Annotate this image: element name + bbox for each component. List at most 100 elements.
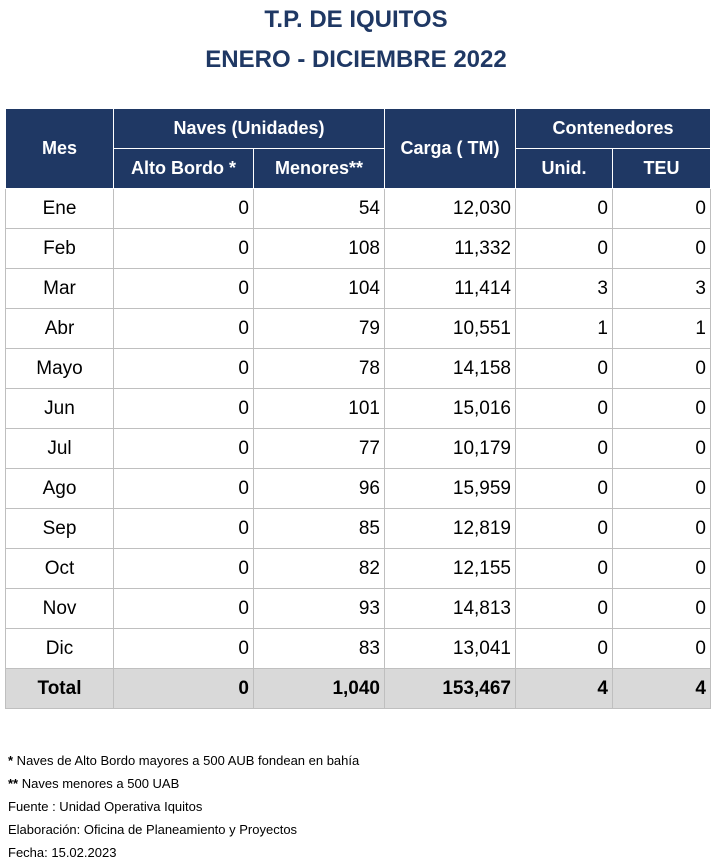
table-row: Oct 0 82 12,155 0 0 bbox=[5, 548, 711, 589]
note-text: Naves de Alto Bordo mayores a 500 AUB fo… bbox=[13, 753, 360, 768]
cell-alto-bordo: 0 bbox=[113, 268, 254, 309]
cell-menores: 85 bbox=[253, 508, 385, 549]
table-row: Feb 0 108 11,332 0 0 bbox=[5, 228, 711, 269]
table-row: Ene 0 54 12,030 0 0 bbox=[5, 188, 711, 229]
cell-unid: 0 bbox=[515, 348, 613, 389]
table-row: Mar 0 104 11,414 3 3 bbox=[5, 268, 711, 309]
cell-unid: 0 bbox=[515, 188, 613, 229]
cell-menores: 82 bbox=[253, 548, 385, 589]
cell-mes: Nov bbox=[5, 588, 114, 629]
cell-teu: 0 bbox=[612, 548, 711, 589]
note-alto-bordo: * Naves de Alto Bordo mayores a 500 AUB … bbox=[8, 749, 359, 772]
cell-unid: 4 bbox=[515, 668, 613, 709]
cell-carga: 11,414 bbox=[384, 268, 516, 309]
table-row: Abr 0 79 10,551 1 1 bbox=[5, 308, 711, 349]
cell-mes: Sep bbox=[5, 508, 114, 549]
cell-menores: 101 bbox=[253, 388, 385, 429]
cell-teu: 0 bbox=[612, 468, 711, 509]
cell-teu: 0 bbox=[612, 388, 711, 429]
cell-mes: Mayo bbox=[5, 348, 114, 389]
cell-carga: 12,030 bbox=[384, 188, 516, 229]
cell-carga: 13,041 bbox=[384, 628, 516, 669]
note-fecha: Fecha: 15.02.2023 bbox=[8, 845, 117, 860]
cell-teu: 0 bbox=[612, 228, 711, 269]
data-table: Mes Naves (Unidades) Carga ( TM) Contene… bbox=[5, 108, 711, 709]
cell-carga: 15,959 bbox=[384, 468, 516, 509]
cell-mes: Total bbox=[5, 668, 114, 709]
header-teu: TEU bbox=[612, 148, 711, 189]
cell-carga: 15,016 bbox=[384, 388, 516, 429]
cell-carga: 14,158 bbox=[384, 348, 516, 389]
cell-menores: 1,040 bbox=[253, 668, 385, 709]
table-row: Dic 0 83 13,041 0 0 bbox=[5, 628, 711, 669]
cell-unid: 1 bbox=[515, 308, 613, 349]
cell-mes: Dic bbox=[5, 628, 114, 669]
cell-alto-bordo: 0 bbox=[113, 388, 254, 429]
cell-unid: 3 bbox=[515, 268, 613, 309]
cell-mes: Ene bbox=[5, 188, 114, 229]
cell-menores: 108 bbox=[253, 228, 385, 269]
cell-menores: 77 bbox=[253, 428, 385, 469]
header-menores: Menores** bbox=[253, 148, 385, 189]
table-row: Mayo 0 78 14,158 0 0 bbox=[5, 348, 711, 389]
cell-carga: 10,179 bbox=[384, 428, 516, 469]
cell-unid: 0 bbox=[515, 508, 613, 549]
header-naves: Naves (Unidades) bbox=[113, 108, 385, 149]
cell-unid: 0 bbox=[515, 548, 613, 589]
cell-teu: 0 bbox=[612, 588, 711, 629]
cell-carga: 10,551 bbox=[384, 308, 516, 349]
cell-mes: Jun bbox=[5, 388, 114, 429]
cell-teu: 0 bbox=[612, 508, 711, 549]
cell-alto-bordo: 0 bbox=[113, 668, 254, 709]
cell-alto-bordo: 0 bbox=[113, 308, 254, 349]
page-subtitle: ENERO - DICIEMBRE 2022 bbox=[205, 46, 507, 73]
cell-carga: 12,155 bbox=[384, 548, 516, 589]
table-row: Ago 0 96 15,959 0 0 bbox=[5, 468, 711, 509]
header-alto-bordo: Alto Bordo * bbox=[113, 148, 254, 189]
cell-carga: 11,332 bbox=[384, 228, 516, 269]
cell-teu: 1 bbox=[612, 308, 711, 349]
cell-menores: 83 bbox=[253, 628, 385, 669]
cell-alto-bordo: 0 bbox=[113, 588, 254, 629]
note-fuente: Fuente : Unidad Operativa Iquitos bbox=[8, 799, 203, 814]
cell-alto-bordo: 0 bbox=[113, 348, 254, 389]
cell-mes: Ago bbox=[5, 468, 114, 509]
total-row: Total 0 1,040 153,467 4 4 bbox=[5, 668, 711, 709]
cell-alto-bordo: 0 bbox=[113, 228, 254, 269]
cell-menores: 54 bbox=[253, 188, 385, 229]
cell-menores: 93 bbox=[253, 588, 385, 629]
cell-teu: 0 bbox=[612, 628, 711, 669]
table-row: Sep 0 85 12,819 0 0 bbox=[5, 508, 711, 549]
cell-carga: 14,813 bbox=[384, 588, 516, 629]
cell-teu: 0 bbox=[612, 188, 711, 229]
cell-mes: Mar bbox=[5, 268, 114, 309]
cell-unid: 0 bbox=[515, 228, 613, 269]
cell-mes: Abr bbox=[5, 308, 114, 349]
cell-mes: Feb bbox=[5, 228, 114, 269]
cell-unid: 0 bbox=[515, 468, 613, 509]
cell-mes: Jul bbox=[5, 428, 114, 469]
cell-menores: 78 bbox=[253, 348, 385, 389]
header-mes: Mes bbox=[5, 108, 114, 189]
cell-mes: Oct bbox=[5, 548, 114, 589]
cell-alto-bordo: 0 bbox=[113, 188, 254, 229]
cell-teu: 4 bbox=[612, 668, 711, 709]
note-text: Naves menores a 500 UAB bbox=[18, 776, 180, 791]
cell-alto-bordo: 0 bbox=[113, 468, 254, 509]
header-contenedores: Contenedores bbox=[515, 108, 711, 149]
cell-alto-bordo: 0 bbox=[113, 428, 254, 469]
cell-unid: 0 bbox=[515, 388, 613, 429]
cell-menores: 79 bbox=[253, 308, 385, 349]
cell-menores: 104 bbox=[253, 268, 385, 309]
cell-carga: 12,819 bbox=[384, 508, 516, 549]
table-body: Ene 0 54 12,030 0 0 Feb 0 108 11,332 0 0 Mar 0 104 11,4… bbox=[5, 188, 711, 709]
cell-teu: 0 bbox=[612, 428, 711, 469]
cell-unid: 0 bbox=[515, 588, 613, 629]
note-menores: ** Naves menores a 500 UAB bbox=[8, 772, 359, 795]
header-unid: Unid. bbox=[515, 148, 613, 189]
cell-alto-bordo: 0 bbox=[113, 508, 254, 549]
cell-carga: 153,467 bbox=[384, 668, 516, 709]
table-row: Jul 0 77 10,179 0 0 bbox=[5, 428, 711, 469]
page-title: T.P. DE IQUITOS bbox=[264, 6, 448, 33]
note-mark: * bbox=[8, 753, 14, 768]
